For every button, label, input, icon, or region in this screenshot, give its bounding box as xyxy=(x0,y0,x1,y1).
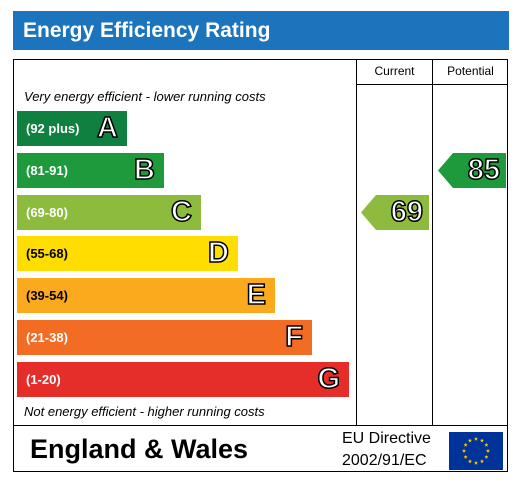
flag-star xyxy=(461,448,467,453)
rating-band-g: (1-20) G xyxy=(17,361,349,397)
eu-flag-icon xyxy=(449,432,503,470)
rating-band-d: (55-68) D xyxy=(17,236,238,272)
band-letter: A xyxy=(96,111,118,145)
potential-rating-arrow-shape xyxy=(438,152,506,188)
flag-star xyxy=(473,460,479,465)
band-letter: E xyxy=(246,278,267,312)
band-range-label: (81-91) xyxy=(26,162,68,178)
rating-band-e: (39-54) E xyxy=(17,278,275,314)
band-range-label: (55-68) xyxy=(26,246,68,262)
band-range-label: (21-38) xyxy=(26,330,68,345)
flag-star xyxy=(479,459,485,464)
rating-band-b: (81-91) B xyxy=(17,152,164,188)
flag-star xyxy=(485,448,491,453)
band-range-label: (69-80) xyxy=(26,204,68,220)
current-rating-arrow-shape xyxy=(361,194,429,230)
rating-band-a: (92 plus) A xyxy=(17,111,127,146)
flag-star xyxy=(484,442,489,447)
current-rating-arrow-value: 69 xyxy=(390,195,424,229)
bottom-note: Not energy efficient - higher running co… xyxy=(24,404,265,419)
flag-star xyxy=(463,454,468,459)
flag-star xyxy=(484,454,489,459)
rating-band-c: (69-80) C xyxy=(17,194,201,230)
current-rating-arrow: 69 xyxy=(361,194,429,230)
band-range-label: (92 plus) xyxy=(26,121,80,136)
directive-line-1: EU Directive xyxy=(342,430,431,447)
column-divider-potential xyxy=(432,59,433,425)
column-divider-current xyxy=(356,59,357,425)
band-letter: F xyxy=(285,320,304,354)
directive-line-2: 2002/91/EC xyxy=(342,452,427,469)
region-label: England & Wales xyxy=(30,434,249,464)
top-note: Very energy efficient - lower running co… xyxy=(24,89,266,104)
band-range-label: (1-20) xyxy=(26,371,61,387)
band-range-label: (39-54) xyxy=(26,288,68,304)
rating-frame xyxy=(13,59,508,472)
band-letter: C xyxy=(170,195,192,229)
footer-divider xyxy=(13,425,508,426)
band-letter: D xyxy=(207,237,229,271)
potential-rating-arrow-value: 85 xyxy=(467,153,501,187)
potential-column-header: Potential xyxy=(447,64,494,78)
flag-star xyxy=(463,442,468,447)
flag-star xyxy=(473,436,479,441)
column-header-divider xyxy=(356,84,508,85)
potential-rating-arrow: 85 xyxy=(438,152,506,188)
rating-band-f: (21-38) F xyxy=(17,320,312,355)
band-letter: B xyxy=(133,153,155,187)
flag-star xyxy=(479,438,485,443)
current-column-header: Current xyxy=(374,64,415,78)
band-letter: G xyxy=(317,362,341,396)
flag-star xyxy=(467,459,473,464)
chart-title: Energy Efficiency Rating xyxy=(13,11,509,50)
flag-star xyxy=(467,438,473,443)
